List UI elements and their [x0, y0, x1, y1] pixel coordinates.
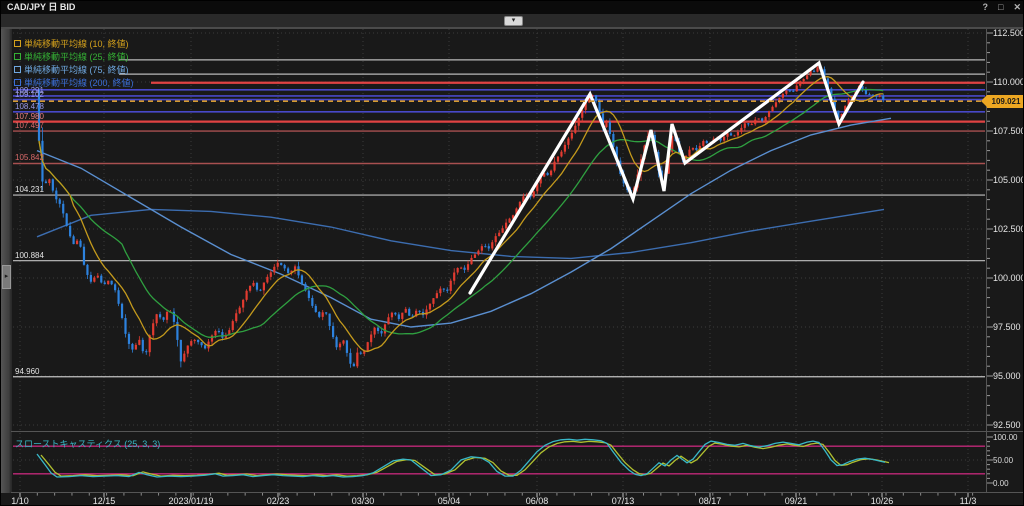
badge-arrow	[981, 94, 987, 107]
price-line-label: 108.478	[15, 101, 44, 111]
price-axis-label: 92.500	[993, 420, 1021, 430]
price-axis-label: 102.500	[993, 224, 1024, 234]
price-line-label: 107.497	[15, 121, 44, 131]
price-axis-label: 100.000	[993, 273, 1024, 283]
time-axis-label: 11/3	[959, 496, 977, 506]
price-line-label: 109.291	[15, 85, 44, 95]
price-axis-label: 107.500	[993, 126, 1024, 136]
left-panel-gutter: ▸	[1, 29, 11, 493]
price-line-label: 104.231	[15, 185, 44, 195]
price-axis-label: 112.500	[993, 28, 1024, 38]
legend-item[interactable]: 単純移動平均線 (200, 終値)	[14, 76, 134, 89]
time-axis-label: 03/30	[351, 496, 375, 506]
time-axis-label: 09/21	[784, 496, 808, 506]
current-price-value: 109.021	[991, 96, 1021, 106]
legend-swatch-icon	[14, 79, 21, 86]
toolbar-toggle-button[interactable]: ▾	[504, 16, 523, 26]
grid-lines	[13, 29, 985, 492]
ma25-line	[38, 88, 884, 338]
time-axis-label: 12/15	[92, 496, 116, 506]
time-axis-label: 07/13	[611, 496, 635, 506]
help-button[interactable]: ?	[982, 2, 989, 12]
stoch-axis-label: 50.00	[993, 456, 1014, 465]
stoch-k-line	[36, 438, 886, 478]
price-line-label: 94.960	[15, 366, 40, 376]
ma10-line	[38, 76, 884, 353]
legend-item-label: 単純移動平均線 (10, 終値)	[24, 38, 129, 49]
price-line-label: 109.102	[15, 89, 44, 99]
legend-swatch-icon	[14, 53, 21, 60]
price-axis-label: 105.000	[993, 175, 1024, 185]
window-controls: ? □ ✕	[983, 1, 1021, 14]
price-line-label: 107.980	[15, 111, 44, 121]
time-axis-label: 1/10	[11, 496, 29, 506]
panel-expand-button[interactable]: ▸	[2, 265, 11, 289]
horizontal-price-lines	[13, 59, 985, 378]
legend-item-label: 単純移動平均線 (75, 終値)	[24, 64, 129, 75]
time-axis-label: 02/23	[266, 496, 290, 506]
legend-swatch-icon	[14, 66, 21, 73]
maximize-button[interactable]: □	[998, 2, 1004, 12]
time-axis-label: 06/08	[525, 496, 549, 506]
time-axis-label: 10/26	[870, 496, 894, 506]
indicator-legend: 単純移動平均線 (10, 終値) 単純移動平均線 (25, 終値) 単純移動平均線 …	[14, 37, 134, 89]
time-axis-label: 08/17	[698, 496, 722, 506]
legend-item-label: 単純移動平均線 (25, 終値)	[24, 51, 129, 62]
trend-zigzag-drawing[interactable]	[468, 60, 865, 295]
price-axis-label: 95.000	[993, 371, 1021, 381]
time-axis-label: 2023/01/19	[168, 496, 214, 506]
stochastics-label: スローストキャスティクス (25, 3, 3)	[15, 439, 161, 449]
stoch-axis-label: 0.00	[993, 479, 1009, 488]
price-axis-label: 97.500	[993, 322, 1021, 332]
legend-item[interactable]: 単純移動平均線 (75, 終値)	[14, 63, 134, 76]
ma200-line	[36, 208, 885, 260]
legend-item[interactable]: 単純移動平均線 (25, 終値)	[14, 50, 134, 63]
time-axis-label: 05/04	[437, 496, 461, 506]
title-bar[interactable]: CAD/JPY 日 BID ? □ ✕	[1, 1, 1023, 14]
window-title: CAD/JPY 日 BID	[7, 2, 76, 12]
legend-item-label: 単純移動平均線 (200, 終値)	[24, 77, 134, 88]
stoch-axis-label: 100.00	[993, 433, 1018, 442]
price-line-label: 100.884	[15, 250, 44, 260]
ma75-line	[36, 117, 892, 328]
collapsed-toolbar: ▾	[1, 14, 1023, 28]
current-price-badge: 109.021	[981, 94, 1023, 108]
legend-item[interactable]: 単純移動平均線 (10, 終値)	[14, 37, 134, 50]
stoch-d-line	[40, 440, 890, 477]
price-axis-label: 110.000	[993, 77, 1024, 87]
legend-swatch-icon	[14, 40, 21, 47]
close-button[interactable]: ✕	[1013, 2, 1021, 12]
price-line-label: 105.842	[15, 153, 44, 163]
stochastics-panel	[13, 438, 985, 478]
